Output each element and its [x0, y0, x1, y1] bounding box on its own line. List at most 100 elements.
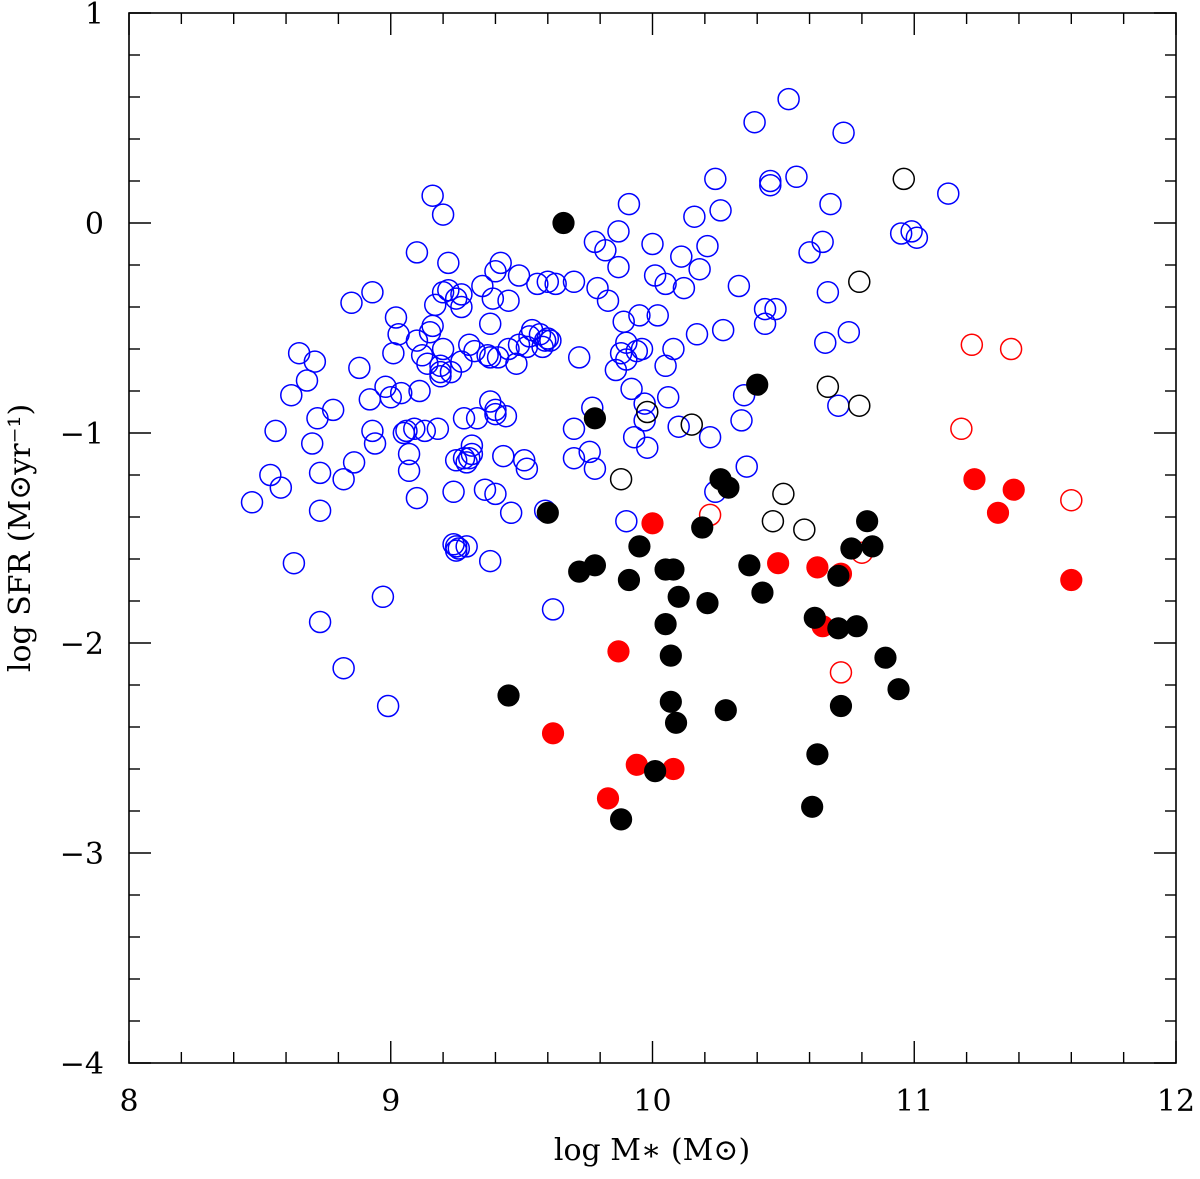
- point-blue-open: [578, 440, 601, 464]
- point-red-filled: [1002, 478, 1025, 501]
- point-blue-open: [303, 350, 327, 373]
- point-black-filled: [887, 678, 910, 701]
- point-blue-open: [512, 449, 536, 472]
- point-blue-open: [429, 360, 452, 384]
- point-blue-open: [596, 289, 620, 312]
- point-black-filled: [654, 612, 677, 636]
- point-red-filled: [963, 468, 986, 491]
- point-blue-open: [667, 415, 690, 438]
- point-blue-open: [497, 289, 520, 312]
- point-blue-open: [730, 409, 753, 432]
- point-blue-open: [583, 457, 607, 480]
- y-tick-label: −3: [60, 837, 104, 872]
- axis-tick-labels: 8 9 10 11 12 −4 −3 −2 −1 0 1: [60, 0, 1195, 1119]
- point-black-filled: [806, 743, 829, 766]
- point-black-filled: [861, 535, 884, 558]
- point-blue-open: [413, 419, 437, 443]
- point-blue-open: [562, 446, 586, 470]
- point-blue-open: [889, 222, 913, 245]
- point-blue-open: [656, 386, 680, 409]
- point-red-filled: [767, 552, 790, 575]
- point-red-open: [960, 333, 984, 357]
- point-blue-open: [562, 417, 586, 441]
- point-blue-open: [264, 419, 287, 443]
- point-blue-open: [397, 459, 421, 483]
- point-blue-open: [259, 463, 282, 487]
- point-blue-open: [832, 121, 855, 144]
- point-blue-open: [478, 346, 502, 369]
- point-blue-open: [759, 169, 782, 193]
- point-blue-open: [905, 226, 929, 249]
- point-blue-open: [444, 535, 468, 558]
- point-blue-open: [816, 281, 840, 304]
- x-tick-label: 11: [895, 1084, 933, 1119]
- point-blue-open: [526, 272, 549, 296]
- point-blue-open: [444, 539, 468, 562]
- point-black-filled: [552, 211, 575, 235]
- point-black-filled: [829, 694, 853, 718]
- point-blue-open: [458, 333, 481, 357]
- y-tick-label: −4: [60, 1047, 104, 1082]
- point-red-open: [829, 661, 853, 684]
- point-blue-open: [709, 199, 732, 222]
- point-blue-open: [421, 314, 444, 338]
- point-blue-open: [395, 419, 418, 443]
- point-blue-open: [759, 173, 782, 197]
- point-black-filled: [667, 585, 690, 608]
- point-blue-open: [567, 346, 591, 369]
- point-black-filled: [662, 558, 685, 581]
- point-black-filled: [664, 711, 688, 734]
- point-blue-open: [620, 377, 643, 401]
- point-blue-open: [753, 297, 777, 321]
- point-black-filled: [617, 568, 641, 592]
- point-blue-open: [607, 220, 630, 243]
- point-blue-open: [594, 239, 617, 262]
- point-blue-open: [429, 354, 452, 378]
- point-blue-open: [536, 327, 560, 350]
- point-black-filled: [738, 554, 761, 577]
- point-blue-open: [437, 251, 460, 275]
- point-black-filled: [696, 591, 719, 615]
- point-blue-open: [382, 341, 405, 365]
- point-blue-open: [478, 312, 502, 336]
- point-red-filled: [541, 722, 565, 745]
- point-blue-open: [471, 274, 494, 298]
- point-black-filled: [644, 759, 667, 783]
- point-blue-open: [308, 499, 332, 522]
- point-blue-open: [499, 501, 523, 525]
- point-blue-open: [484, 482, 507, 506]
- point-blue-open: [452, 407, 476, 430]
- point-blue-open: [646, 304, 669, 327]
- point-blue-open: [465, 407, 489, 430]
- point-red-open: [1060, 488, 1083, 512]
- point-red-open: [950, 417, 973, 441]
- point-black-filled: [659, 690, 682, 713]
- point-blue-open: [332, 656, 355, 680]
- point-black-open: [793, 518, 816, 541]
- point-red-filled: [641, 512, 664, 535]
- point-blue-open: [342, 451, 366, 474]
- point-blue-open: [361, 281, 384, 304]
- point-blue-open: [633, 409, 656, 432]
- point-blue-open: [437, 278, 460, 302]
- x-tick-label: 8: [119, 1084, 138, 1119]
- point-black-open: [892, 167, 916, 191]
- point-blue-open: [321, 398, 345, 422]
- plot-frame: [128, 12, 1177, 1064]
- point-blue-open: [363, 432, 387, 455]
- point-red-filled: [986, 501, 1010, 524]
- point-blue-open: [405, 241, 429, 264]
- axis-ticks: [128, 12, 1177, 1064]
- point-blue-open: [405, 486, 429, 510]
- point-blue-open: [450, 283, 473, 306]
- point-blue-open: [515, 457, 539, 480]
- x-axis-label: log M∗ (M⊙): [554, 1133, 750, 1168]
- point-blue-open: [269, 476, 293, 499]
- point-blue-open: [405, 329, 429, 352]
- y-tick-label: 1: [85, 0, 104, 32]
- point-blue-open: [282, 551, 306, 575]
- point-blue-open: [654, 354, 677, 378]
- point-blue-open: [662, 337, 685, 361]
- point-blue-open: [384, 306, 408, 329]
- point-blue-open: [371, 585, 395, 609]
